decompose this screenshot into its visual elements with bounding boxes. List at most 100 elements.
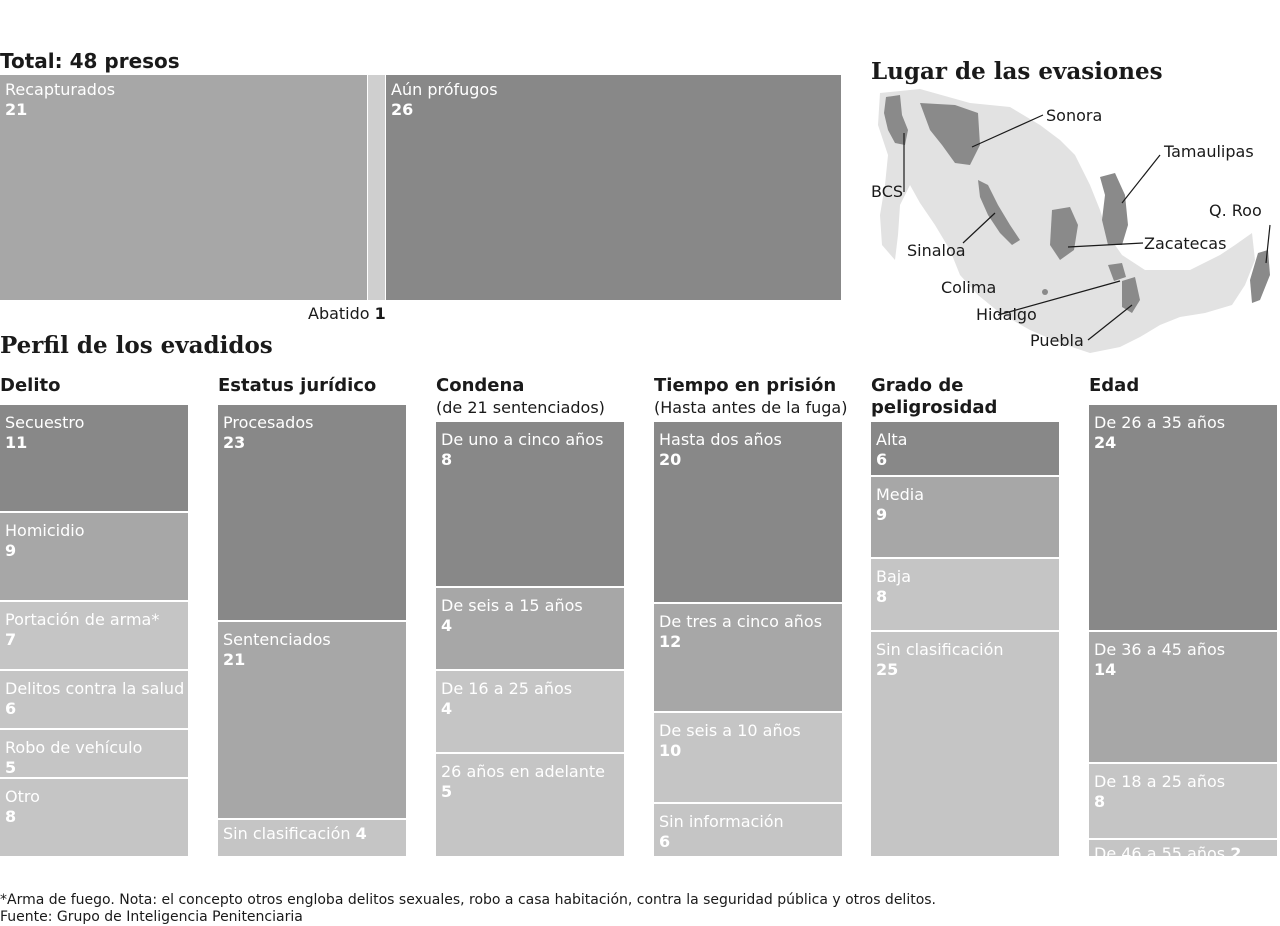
segment-3-2: De seis a 10 años 10 [654,713,842,802]
segment-1-1: Sentenciados 21 [218,622,406,818]
segment-value: 25 [876,660,899,679]
segment-label-inline: De 46 a 55 años 2 [1094,844,1241,856]
segment-5-3: De 46 a 55 años 2 [1089,840,1277,856]
state-bcs [884,95,908,145]
segment-value: 9 [5,541,17,560]
source: Fuente: Grupo de Inteligencia Penitencia… [0,909,303,925]
segment-value: 8 [441,450,453,469]
segment-label: Hasta dos años [659,430,782,449]
column-title-3: Tiempo en prisión [654,375,837,396]
total-segment-label: Recapturados [5,80,116,99]
segment-4-1: Media 9 [871,477,1059,557]
segment-0-2: Portación de arma* 7 [0,602,188,669]
total-segment-label: Aún prófugos [391,80,498,99]
mexico-map: Sonora Tamaulipas BCS Q. Roo Sinaloa Zac… [871,89,1271,353]
segment-label: De 26 a 35 años [1094,413,1226,432]
profile-title: Perfil de los evadidos [0,332,273,359]
state-sinaloa [978,180,1020,245]
segment-value: 20 [659,450,682,469]
segment-label: Sin información [659,812,784,831]
total-segment-value: 26 [391,100,414,119]
segment-value: 9 [876,505,888,524]
map-label-colima: Colima [941,278,996,297]
column-title-1: Estatus jurídico [218,375,377,396]
map-label-zacatecas: Zacatecas [1144,234,1226,253]
segment-5-1: De 36 a 45 años 14 [1089,632,1277,762]
map-label-puebla: Puebla [1030,331,1084,350]
segment-value: 6 [5,699,17,718]
segment-value: 12 [659,632,682,651]
column-title-0: Delito [0,375,61,396]
segment-1-2: Sin clasificación 4 [218,820,406,856]
segment-value: 4 [355,824,367,843]
segment-value: 4 [441,699,453,718]
state-sonora [920,103,980,165]
segment-value: 14 [1094,660,1117,679]
segment-label: Robo de vehículo [5,738,143,757]
map-label-bcs: BCS [871,182,903,201]
segment-value: 24 [1094,433,1117,452]
segment-label: De seis a 10 años [659,721,801,740]
segment-3-3: Sin información 6 [654,804,842,856]
segment-0-3: Delitos contra la salud 6 [0,671,188,728]
segment-5-2: De 18 a 25 años 8 [1089,764,1277,838]
segment-value: 8 [5,807,17,826]
segment-label: De 16 a 25 años [441,679,573,698]
column-subtitle-3: (Hasta antes de la fuga) [654,398,848,417]
column-title-5: Edad [1089,375,1140,396]
state-qroo [1250,250,1270,303]
segment-label: Baja [876,567,912,586]
segment-value: 21 [223,650,246,669]
segment-4-0: Alta 6 [871,422,1059,475]
segment-2-3: 26 años en adelante 5 [436,754,624,856]
segment-value: 10 [659,741,682,760]
segment-2-2: De 16 a 25 años 4 [436,671,624,752]
segment-0-4: Robo de vehículo 5 [0,730,188,777]
segment-label: De uno a cinco años [441,430,604,449]
segment-label: Alta [876,430,908,449]
total-bar: Recapturados 21 Aún prófugos 26 [0,75,841,300]
segment-label: De 18 a 25 años [1094,772,1226,791]
segment-value: 11 [5,433,28,452]
segment-value: 5 [5,758,17,777]
total-segment-0: Recapturados 21 [0,75,367,300]
segment-label: Procesados [223,413,314,432]
segment-value: 2 [1230,844,1242,856]
segment-value: 7 [5,630,17,649]
state-marks [884,95,1270,313]
segment-label: De 36 a 45 años [1094,640,1226,659]
segment-3-1: De tres a cinco años 12 [654,604,842,711]
state-hidalgo [1108,263,1126,281]
segment-label: Secuestro [5,413,85,432]
map-label-qroo: Q. Roo [1209,201,1262,220]
segment-4-3: Sin clasificación 25 [871,632,1059,856]
column-subtitle-2: (de 21 sentenciados) [436,398,605,417]
segment-value: 5 [441,782,453,801]
abatido-label: Abatido 1 [308,304,386,323]
total-segment-value: 21 [5,100,28,119]
segment-label: Sentenciados [223,630,331,649]
column-title-4: Grado de peligrosidad [871,375,998,418]
map-label-sinaloa: Sinaloa [907,241,966,260]
segment-3-0: Hasta dos años 20 [654,422,842,602]
footnote: *Arma de fuego. Nota: el concepto otros … [0,892,937,908]
state-tamaulipas [1100,173,1128,245]
segment-value: 23 [223,433,246,452]
segment-label: De tres a cinco años [659,612,823,631]
segment-label: Otro [5,787,40,806]
state-puebla [1122,277,1140,313]
map-labels: Sonora Tamaulipas BCS Q. Roo Sinaloa Zac… [871,106,1262,350]
segment-value: 8 [876,587,888,606]
segment-5-0: De 26 a 35 años 24 [1089,405,1277,630]
segment-label: 26 años en adelante [441,762,605,781]
total-segment-2: Aún prófugos 26 [386,75,841,300]
segment-0-0: Secuestro 11 [0,405,188,511]
segment-4-2: Baja 8 [871,559,1059,630]
segment-label: Homicidio [5,521,85,540]
segment-0-5: Otro 8 [0,779,188,856]
total-title: Total: 48 presos [0,49,180,73]
segment-label-inline: Sin clasificación 4 [223,824,367,843]
segment-label: Media [876,485,925,504]
total-segment-1 [368,75,385,300]
segment-0-1: Homicidio 9 [0,513,188,600]
